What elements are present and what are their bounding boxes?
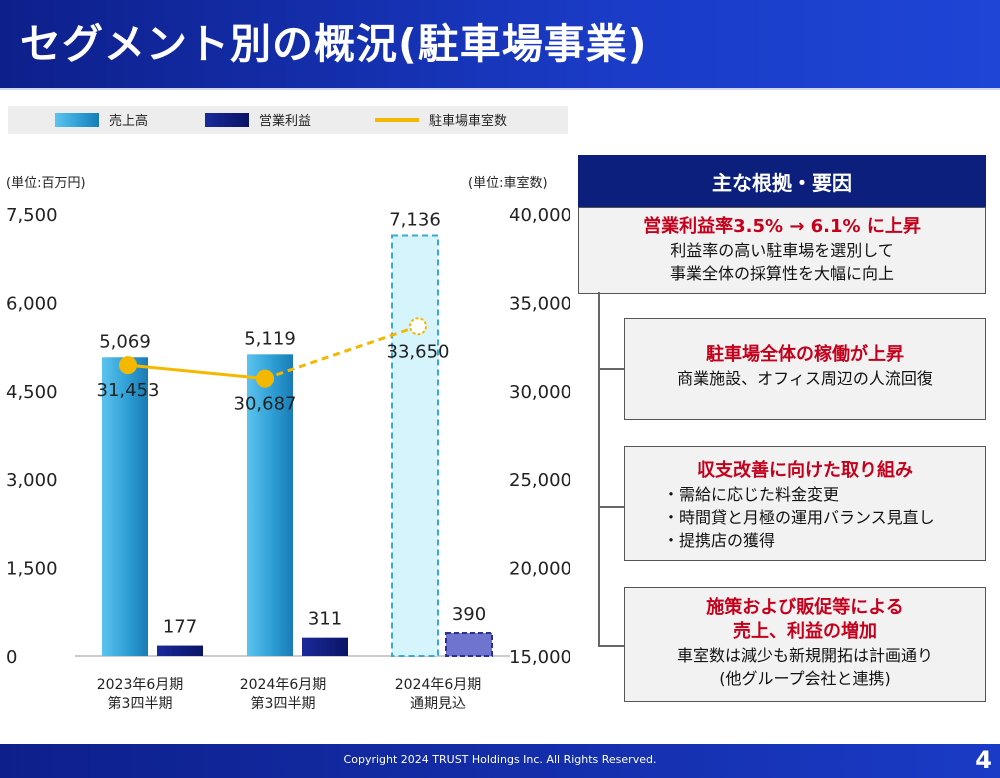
legend-swatch <box>205 113 249 127</box>
line-point <box>119 356 137 375</box>
line-label: 31,453 <box>97 380 160 401</box>
reason-bullet: ・需給に応じた料金変更 <box>663 485 840 504</box>
category-label: 通期見込 <box>410 696 466 712</box>
reason-box-3: 収支改善に向けた取り組み ・需給に応じた料金変更 ・時間貸と月極の運用バランス見… <box>624 446 986 561</box>
reason-title: 駐車場全体の稼働が上昇 <box>706 344 904 365</box>
legend-label: 駐車場車室数 <box>429 113 507 129</box>
right-axis-unit: (単位:車室数) <box>468 176 548 191</box>
left-tick-label: 3,000 <box>6 470 58 491</box>
reason-line: (他グループ会社と連携) <box>719 669 891 688</box>
reason-bullet: ・時間貸と月極の運用バランス見直し <box>663 508 935 527</box>
left-axis-unit: (単位:百万円) <box>6 176 86 191</box>
profit-bar <box>302 637 348 656</box>
legend-swatch <box>55 113 99 127</box>
line-segment-forecast <box>264 324 419 381</box>
slide-header: セグメント別の概況(駐車場事業) <box>0 0 1000 88</box>
legend-label: 売上高 <box>109 113 148 129</box>
left-tick-label: 7,500 <box>6 205 58 226</box>
category-label: 第3四半期 <box>108 695 173 712</box>
left-tick-label: 4,500 <box>6 382 58 403</box>
profit-bar <box>445 632 493 657</box>
line-segment <box>127 363 266 381</box>
left-tick-label: 1,500 <box>6 559 58 580</box>
line-series <box>119 317 427 388</box>
line-point <box>256 369 274 388</box>
data-labels: 5,069 5,119 7,136 177 311 390 31,453 30,687 33,6… <box>97 209 487 637</box>
reason-box-1: 営業利益率3.5% → 6.1% に上昇 利益率の高い駐車場を選別して 事業全体… <box>578 207 986 294</box>
left-tick-label: 0 <box>6 647 17 668</box>
reason-title: 施策および販促等による <box>706 597 904 618</box>
copyright: Copyright 2024 TRUST Holdings Inc. All R… <box>343 753 657 766</box>
sales-bar <box>102 357 148 656</box>
right-tick-label: 40,000 <box>509 205 570 226</box>
sales-label: 5,119 <box>244 328 296 349</box>
page-number: 4 <box>975 746 992 774</box>
reason-box-4: 施策および販促等による 売上、利益の増加 車室数は減少も新規開拓は計画通り (他… <box>624 587 986 702</box>
line-point <box>409 317 427 336</box>
connector-line <box>598 292 600 646</box>
category-label: 2023年6月期 <box>97 677 184 693</box>
legend: 売上高 営業利益 駐車場車室数 <box>55 113 507 129</box>
right-tick-label: 35,000 <box>509 293 570 314</box>
category-label: 2024年6月期 <box>240 677 327 693</box>
connector-tick <box>598 506 624 508</box>
chart-area: 売上高 営業利益 駐車場車室数 0 1,500 3,000 4,500 6,000 7,500… <box>6 106 570 712</box>
profit-label: 311 <box>308 609 342 630</box>
connector-tick <box>598 645 624 647</box>
right-tick-label: 25,000 <box>509 470 570 491</box>
connector-tick <box>598 368 624 370</box>
right-tick-label: 15,000 <box>509 647 570 668</box>
sales-label: 7,136 <box>389 209 441 230</box>
left-tick-label: 6,000 <box>6 293 58 314</box>
legend-label: 営業利益 <box>259 113 311 129</box>
reason-title: 収支改善に向けた取り組み <box>697 460 913 481</box>
sales-bar <box>391 234 439 658</box>
category-label: 2024年6月期 <box>395 677 482 693</box>
line-label: 30,687 <box>234 394 297 415</box>
reason-title: 売上、利益の増加 <box>733 621 877 642</box>
profit-label: 177 <box>163 617 197 638</box>
bars <box>102 234 493 658</box>
sales-bar <box>247 354 293 656</box>
slide-title: セグメント別の概況(駐車場事業) <box>20 20 648 68</box>
reason-title: 営業利益率3.5% → 6.1% に上昇 <box>643 216 921 237</box>
right-tick-label: 30,000 <box>509 382 570 403</box>
reason-bullet: ・提携店の獲得 <box>663 531 776 550</box>
reason-box-2: 駐車場全体の稼働が上昇 商業施設、オフィス周辺の人流回復 <box>624 318 986 420</box>
profit-label: 390 <box>452 604 486 625</box>
reason-line: 車室数は減少も新規開拓は計画通り <box>676 646 933 665</box>
slide-footer: Copyright 2024 TRUST Holdings Inc. All R… <box>0 744 1000 778</box>
legend-background <box>8 106 568 134</box>
reasons-header: 主な根拠・要因 <box>578 155 986 208</box>
sales-label: 5,069 <box>99 331 151 352</box>
line-label: 33,650 <box>387 341 450 362</box>
profit-bar <box>157 645 203 656</box>
reason-line: 事業全体の採算性を大幅に向上 <box>669 264 894 283</box>
category-label: 第3四半期 <box>251 695 316 712</box>
reason-line: 商業施設、オフィス周辺の人流回復 <box>677 369 933 388</box>
right-tick-label: 20,000 <box>509 559 570 580</box>
reason-line: 利益率の高い駐車場を選別して <box>670 241 894 260</box>
